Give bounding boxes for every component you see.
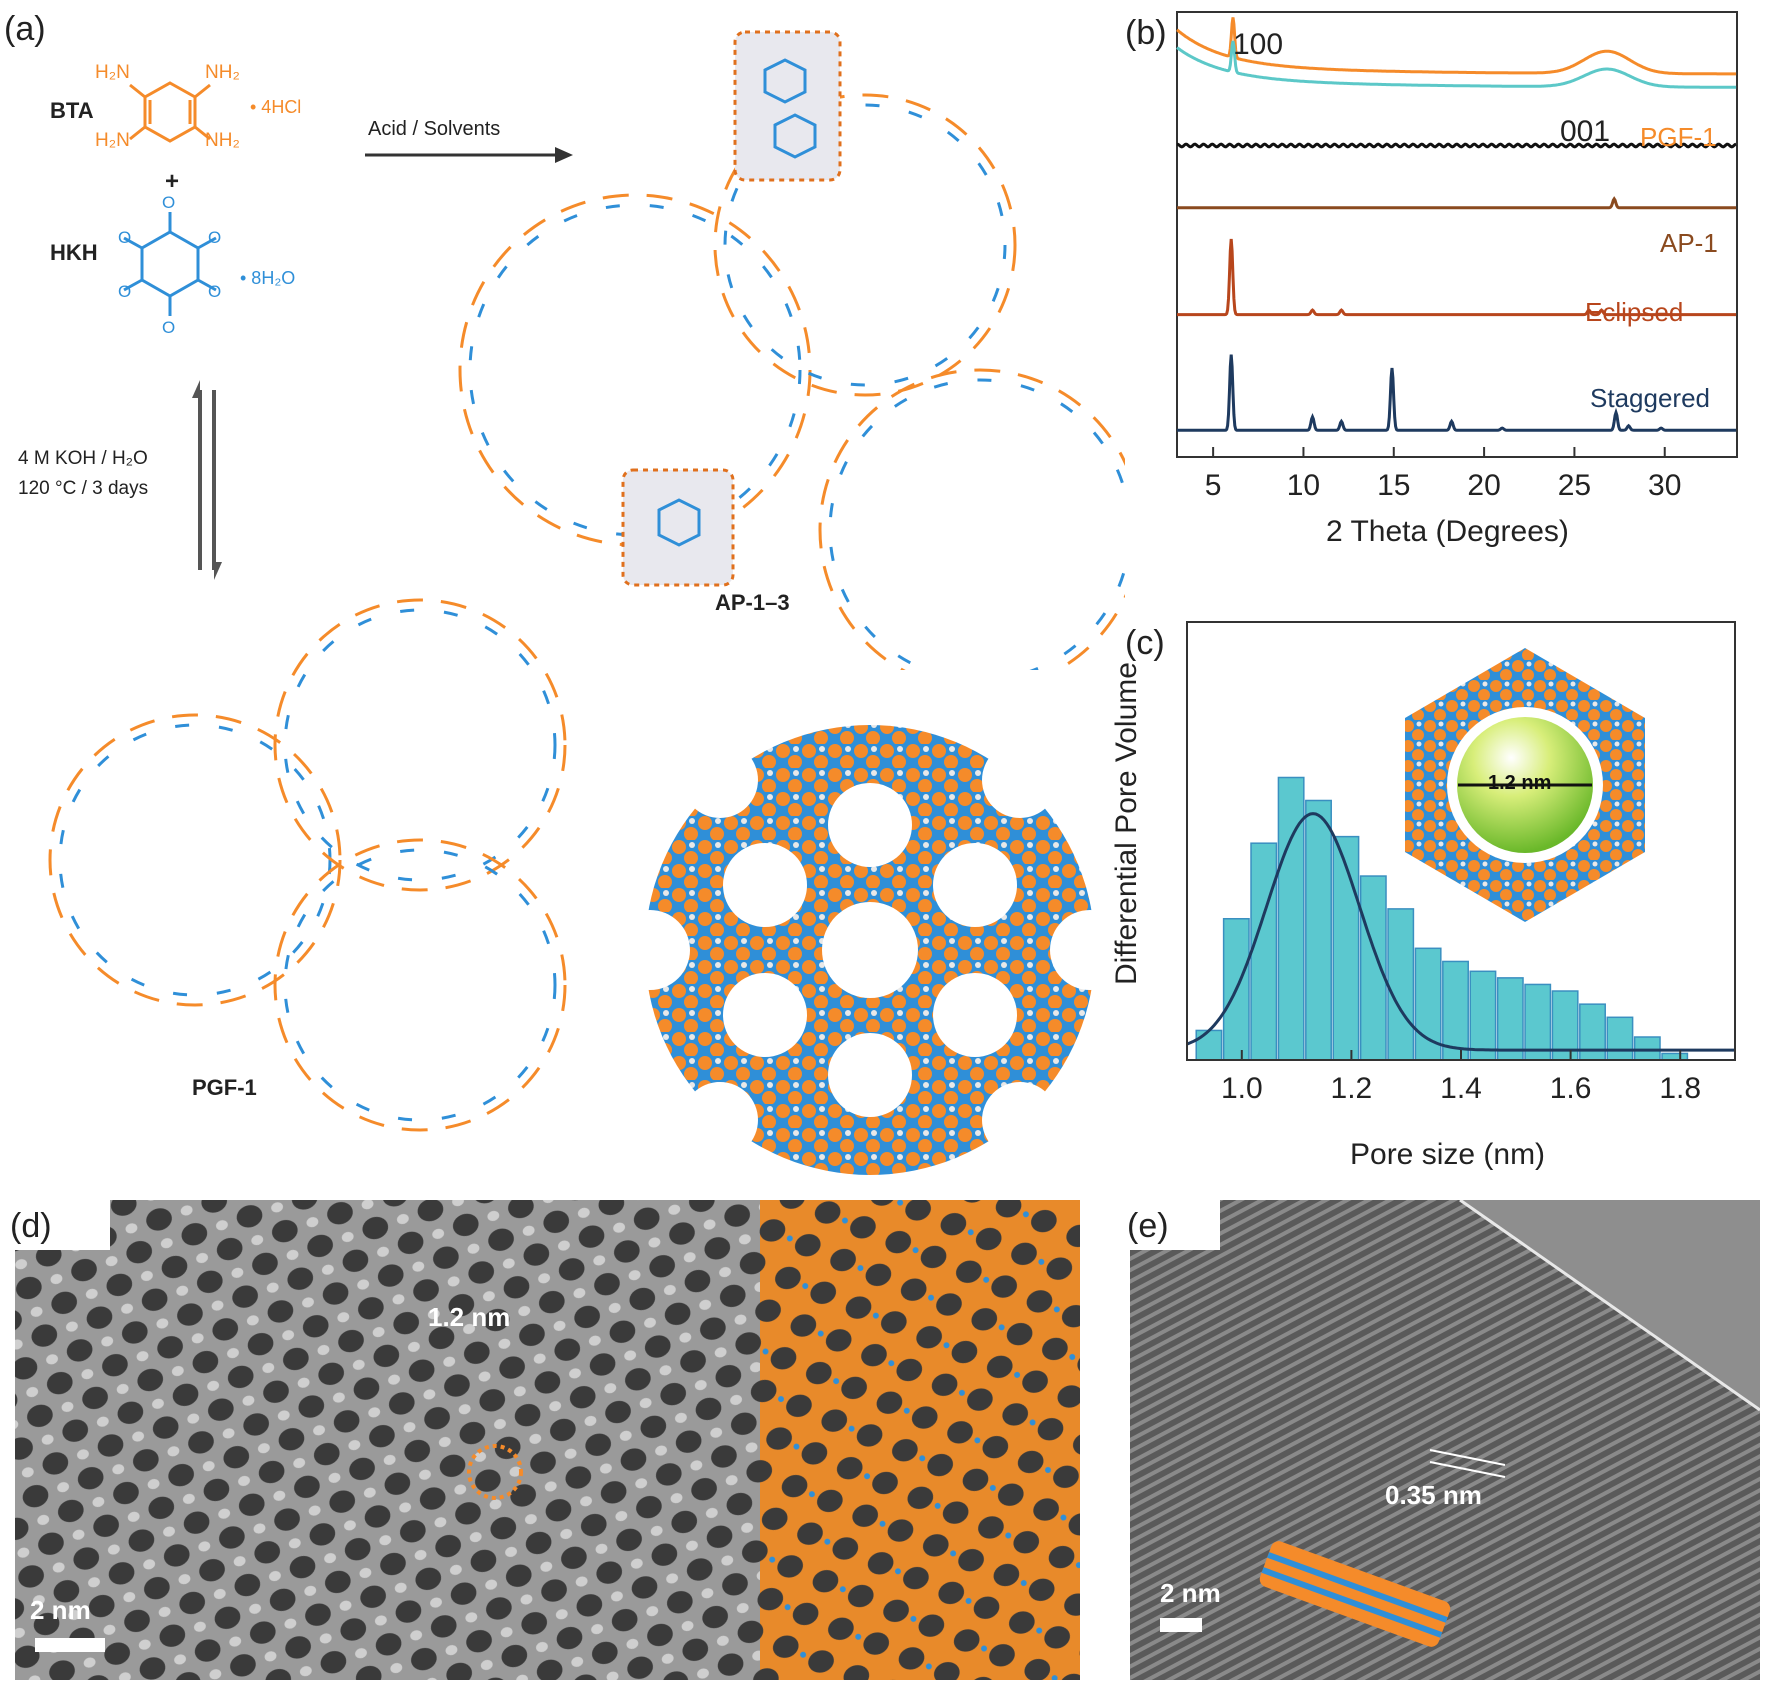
conditions-line1: 4 M KOH / H₂O <box>18 448 148 469</box>
ap-network-structure <box>458 30 1125 670</box>
pore-bar <box>1277 776 1305 1061</box>
pore-bar <box>1633 1036 1661 1061</box>
pore-bar <box>1551 990 1579 1061</box>
pore-bar <box>1524 983 1552 1061</box>
panel-label-e: (e) <box>1127 1207 1169 1245</box>
xrd-plot-frame <box>1176 11 1738 458</box>
hrtem-e-spacing-label: 0.35 nm <box>1385 1480 1482 1510</box>
hrtem-image-d <box>15 1200 1080 1680</box>
hrtem-d-scale-label: 2 nm <box>30 1595 91 1625</box>
pore-x-tick-label: 1.2 <box>1331 1072 1373 1105</box>
xrd-x-tick-label: 20 <box>1467 469 1500 502</box>
pgf-label: PGF-1 <box>192 1075 257 1100</box>
hkh-o1: O <box>162 193 176 212</box>
pore-x-tick-label: 1.6 <box>1550 1072 1592 1105</box>
xrd-series-label-ap1: AP-1 <box>1660 228 1718 258</box>
pore-bar <box>1195 1029 1223 1061</box>
pore-inset-label: 1.2 nm <box>1488 772 1552 794</box>
reaction-arrow-icon <box>365 147 573 163</box>
panel-label-d: (d) <box>10 1207 52 1245</box>
bta-h2n-bot: H₂N <box>95 130 130 151</box>
pore-fit-line <box>1186 812 1735 1052</box>
hkh-structure <box>123 212 217 316</box>
pore-x-tick-label: 1.0 <box>1221 1072 1263 1105</box>
arrow-label: Acid / Solvents <box>368 118 501 140</box>
pore-bar <box>1250 842 1278 1061</box>
bta-salt: • 4HCl <box>250 97 302 117</box>
pore-bar <box>1442 960 1469 1061</box>
bta-structure <box>129 81 211 143</box>
pore-x-tick-label: 1.8 <box>1659 1072 1701 1105</box>
pore-bar <box>1496 977 1524 1061</box>
hkh-o6: O <box>208 282 222 301</box>
hkh-o3: O <box>118 228 132 247</box>
xrd-peak-label-100: 100 <box>1233 28 1284 61</box>
xrd-series-line-5 <box>1177 354 1737 432</box>
panel-label-c: (c) <box>1125 624 1165 662</box>
xrd-chart: 5 10 15 20 25 30 <box>1176 11 1738 502</box>
panel-label-a: (a) <box>4 10 46 48</box>
xrd-x-axis-label: 2 Theta (Degrees) <box>1326 515 1569 548</box>
hkh-o2: O <box>162 318 176 337</box>
xrd-x-tick-label: 30 <box>1648 469 1681 502</box>
pore-bar <box>1305 799 1332 1061</box>
hkh-label: HKH <box>50 240 98 265</box>
hrtem-d-pore-label: 1.2 nm <box>428 1302 511 1332</box>
xrd-series-line-3 <box>1177 196 1737 210</box>
hkh-hydrate: • 8H₂O <box>240 268 296 288</box>
bta-nh2-top: NH₂ <box>205 62 240 83</box>
ap-label: AP-1–3 <box>715 590 790 615</box>
pore-y-axis-label: Differential Pore Volume <box>1110 662 1143 985</box>
bta-label: BTA <box>50 98 94 123</box>
hkh-o5: O <box>118 282 132 301</box>
plus-sign: + <box>165 168 180 195</box>
xrd-x-tick-label: 5 <box>1205 469 1222 502</box>
pore-x-axis-label: Pore size (nm) <box>1350 1138 1546 1171</box>
hrtem-e-scale-label: 2 nm <box>1160 1578 1221 1608</box>
pgf-network-structure <box>48 598 567 1132</box>
hkh-o4: O <box>208 228 222 247</box>
xrd-x-tick-label: 25 <box>1558 469 1591 502</box>
panel-label-b: (b) <box>1125 14 1167 52</box>
bta-nh2-bot: NH₂ <box>205 130 240 151</box>
equilibrium-arrow-icon <box>192 380 222 580</box>
xrd-peak-label-001: 001 <box>1560 115 1611 148</box>
xrd-series-line-4 <box>1177 238 1737 317</box>
pore-bar <box>1387 908 1415 1061</box>
xrd-series-line-1 <box>1176 40 1737 89</box>
pore-bar <box>1606 1016 1634 1061</box>
xrd-x-tick-label: 15 <box>1377 469 1410 502</box>
xrd-series-label-pgf1: PGF-1 <box>1640 122 1717 152</box>
pore-chart: 1.0 1.2 1.4 1.6 1.8 <box>1186 621 1736 1105</box>
xrd-series-label-staggered: Staggered <box>1590 383 1710 413</box>
conditions-line2: 120 °C / 3 days <box>18 478 149 499</box>
xrd-series-line-2 <box>1176 142 1737 149</box>
bta-h2n-top: H₂N <box>95 62 130 83</box>
pore-bar <box>1579 1003 1606 1061</box>
pore-bar <box>1469 970 1497 1061</box>
xrd-series-line-0 <box>1176 17 1737 76</box>
xrd-x-tick-label: 10 <box>1287 469 1320 502</box>
space-filling-model <box>620 725 1120 1175</box>
pore-x-tick-label: 1.4 <box>1440 1072 1482 1105</box>
xrd-series-label-eclipsed: Eclipsed <box>1585 297 1684 327</box>
hrtem-image-e <box>1130 1200 1760 1680</box>
pore-inset-model <box>1405 648 1645 922</box>
